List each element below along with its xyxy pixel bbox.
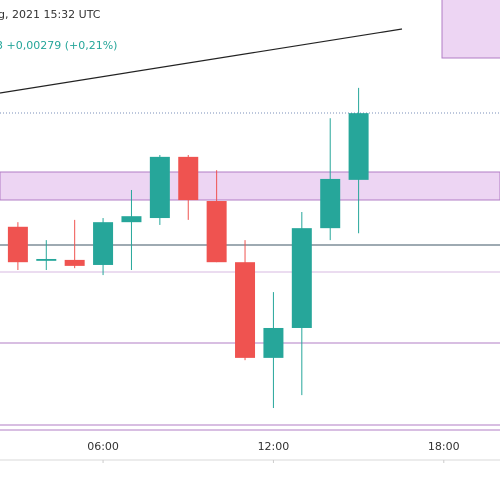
- candle-body: [206, 201, 227, 263]
- candle-body: [291, 228, 312, 328]
- candle-body: [235, 262, 256, 358]
- candle-body: [121, 216, 142, 223]
- candle-body: [36, 258, 57, 261]
- candle-body: [348, 113, 369, 180]
- zone: [441, 0, 500, 59]
- x-tick-label: 12:00: [258, 440, 290, 453]
- change: 3 +0,00279 (+0,21%): [0, 39, 117, 52]
- x-tick-label: 18:00: [428, 440, 460, 453]
- candle-body: [149, 156, 170, 219]
- candle-body: [93, 222, 114, 265]
- candle-body: [64, 259, 85, 266]
- x-tick-label: 06:00: [87, 440, 119, 453]
- trend-line: [0, 28, 403, 94]
- header: g, 2021 15:32 UTC: [0, 8, 101, 21]
- candle-body: [263, 327, 284, 358]
- zone: [0, 171, 500, 201]
- candle-body: [178, 156, 199, 201]
- candle-body: [7, 226, 28, 263]
- candle-body: [320, 178, 341, 229]
